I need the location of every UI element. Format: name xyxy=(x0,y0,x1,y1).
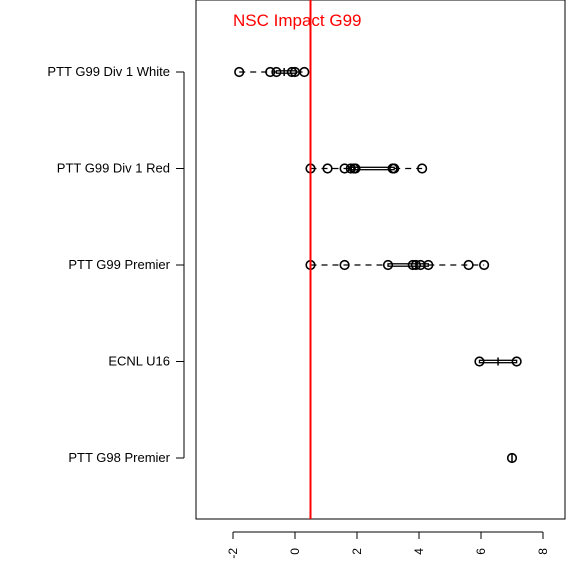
data-point xyxy=(339,259,350,271)
y-axis: PTT G99 Div 1 White PTT G99 Div 1 Red PTT … xyxy=(47,64,185,465)
data-point xyxy=(322,163,333,174)
y-tick-label: PTT G99 Premier xyxy=(68,257,170,272)
box-group xyxy=(506,452,518,464)
data-point xyxy=(463,259,474,271)
x-tick-label: 4 xyxy=(412,548,426,555)
data-point xyxy=(271,66,282,78)
x-tick-label: 6 xyxy=(474,548,488,555)
x-tick-label: -2 xyxy=(226,548,240,559)
x-tick-label: 0 xyxy=(288,548,302,555)
y-tick-label: PTT G98 Premier xyxy=(68,450,170,465)
data-point xyxy=(407,259,418,271)
y-tick-label: PTT G99 Div 1 White xyxy=(47,64,170,79)
x-tick-label: 8 xyxy=(536,548,550,555)
data-point xyxy=(389,163,400,174)
data-point xyxy=(479,259,490,271)
data-point xyxy=(234,66,245,78)
y-tick-label: PTT G99 Div 1 Red xyxy=(57,161,170,176)
data-point xyxy=(265,66,276,78)
data-point xyxy=(350,163,361,174)
y-tick-label: ECNL U16 xyxy=(108,354,170,369)
reference-line-group: NSC Impact G99 xyxy=(233,0,362,519)
data-point xyxy=(299,66,310,78)
data-point xyxy=(286,66,298,78)
x-tick-label: 2 xyxy=(350,548,364,555)
box xyxy=(275,70,298,74)
box-group xyxy=(234,66,310,78)
plot-frame xyxy=(195,0,566,520)
data-point xyxy=(345,163,356,174)
data-point xyxy=(417,163,428,174)
box-group xyxy=(305,163,428,174)
reference-line-label: NSC Impact G99 xyxy=(233,11,362,30)
data-point xyxy=(423,259,434,271)
box-marks xyxy=(234,66,522,464)
x-axis: -2 0 2 4 6 8 xyxy=(226,531,550,559)
data-point xyxy=(511,356,522,367)
data-point xyxy=(410,259,422,271)
box-group xyxy=(305,259,490,271)
box-group xyxy=(474,356,522,367)
data-point xyxy=(506,452,518,464)
data-point xyxy=(474,356,485,367)
data-point xyxy=(382,259,394,271)
data-point xyxy=(415,259,426,271)
